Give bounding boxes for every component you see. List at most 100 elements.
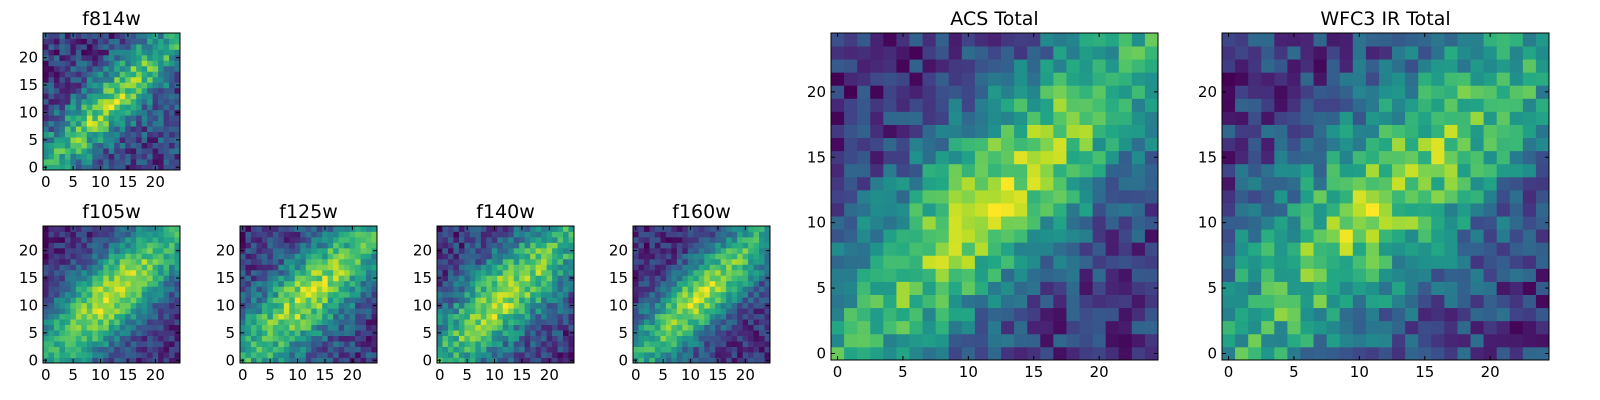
heatmap-cell <box>97 324 104 331</box>
heatmap-cell <box>922 203 937 217</box>
x-tick-label: 20 <box>146 366 165 384</box>
heatmap-cell <box>687 341 694 347</box>
heatmap-cell <box>294 236 301 243</box>
heatmap-cell <box>125 313 132 320</box>
heatmap-cell <box>742 269 749 276</box>
heatmap-cell <box>371 264 378 271</box>
heatmap-cell <box>1066 281 1080 295</box>
heatmap-cell <box>987 307 1002 322</box>
heatmap-cell <box>316 242 323 249</box>
heatmap-cell <box>1457 59 1471 73</box>
heatmap-cell <box>682 258 689 265</box>
heatmap-cell <box>1431 281 1445 295</box>
heatmap-cell <box>169 291 175 298</box>
heatmap-cell <box>753 357 760 364</box>
heatmap-cell <box>86 269 93 276</box>
heatmap-cell <box>1365 59 1380 73</box>
heatmap-cell <box>1378 320 1393 335</box>
heatmap-cell <box>469 275 476 282</box>
heatmap-cell <box>43 153 49 160</box>
heatmap-cell <box>1222 59 1236 73</box>
heatmap-cell <box>283 302 290 309</box>
heatmap-cell <box>737 346 743 353</box>
heatmap-cell <box>502 330 509 336</box>
heatmap-cell <box>1352 242 1367 256</box>
heatmap-cell <box>1378 189 1393 204</box>
heatmap-cell <box>371 341 378 347</box>
heatmap-cell <box>480 346 487 353</box>
heatmap-cell <box>366 357 372 364</box>
heatmap-cell <box>256 302 263 309</box>
heatmap-cell <box>502 242 509 249</box>
heatmap-cell <box>1092 163 1107 178</box>
heatmap-cell <box>447 253 454 260</box>
heatmap-cell <box>152 142 159 149</box>
heatmap-cell <box>563 308 569 315</box>
heatmap-cell <box>92 247 99 254</box>
heatmap-cell <box>338 247 345 254</box>
heatmap-cell <box>1483 124 1498 139</box>
heatmap-cell <box>158 226 164 232</box>
heatmap-cell <box>1496 59 1511 73</box>
heatmap-cell <box>1222 46 1236 60</box>
heatmap-cell <box>633 308 639 315</box>
heatmap-cell <box>114 38 121 45</box>
heatmap-cell <box>169 137 175 143</box>
heatmap-cell <box>486 231 493 238</box>
heatmap-cell <box>508 357 515 364</box>
heatmap-cell <box>311 226 318 232</box>
heatmap-cell <box>316 280 323 287</box>
heatmap-cell <box>1105 33 1120 47</box>
heatmap-cell <box>261 253 268 260</box>
heatmap-cell <box>152 65 159 72</box>
heatmap-cell <box>1444 72 1458 86</box>
heatmap-cell <box>158 38 164 45</box>
heatmap-cell <box>1105 255 1120 269</box>
heatmap-cell <box>437 253 443 260</box>
heatmap-cell <box>731 330 738 336</box>
heatmap-cell <box>1105 203 1120 217</box>
heatmap-cell <box>1066 111 1080 125</box>
heatmap-cell <box>643 275 650 282</box>
heatmap-cell <box>316 253 323 260</box>
heatmap-cell <box>289 280 296 287</box>
heatmap-cell <box>726 341 733 347</box>
heatmap-cell <box>1144 242 1159 256</box>
heatmap-cell <box>1248 124 1262 139</box>
heatmap-cell <box>704 357 711 364</box>
heatmap-cell <box>1431 163 1445 178</box>
heatmap-cell <box>1352 137 1367 152</box>
y-tick-label: 15 <box>807 148 826 166</box>
heatmap-cell <box>174 308 181 315</box>
heatmap-cell <box>486 297 493 304</box>
heatmap-cell <box>469 253 476 260</box>
heatmap-cell <box>557 286 564 293</box>
heatmap-cell <box>1457 294 1471 309</box>
heatmap-cell <box>480 280 487 287</box>
heatmap-cell <box>1053 150 1067 165</box>
heatmap-cell <box>92 153 99 160</box>
heatmap-cell <box>141 226 148 232</box>
heatmap-cell <box>698 269 705 276</box>
heatmap-cell <box>1392 333 1406 348</box>
heatmap-cell <box>305 264 312 271</box>
heatmap-cell <box>1365 46 1380 60</box>
heatmap-cell <box>665 357 672 364</box>
heatmap-cell <box>552 319 558 326</box>
heatmap-cell <box>557 280 564 287</box>
heatmap-cell <box>458 269 465 276</box>
heatmap-cell <box>322 275 329 282</box>
heatmap-cell <box>158 341 164 347</box>
heatmap-cell <box>147 60 153 67</box>
heatmap-cell <box>909 281 923 295</box>
heatmap-cell <box>174 142 181 149</box>
heatmap-cell <box>256 346 263 353</box>
heatmap-cell <box>1118 72 1133 86</box>
heatmap-cell <box>169 226 175 232</box>
heatmap-cell <box>103 131 110 138</box>
heatmap-cell <box>513 341 520 347</box>
heatmap-cell <box>524 269 531 276</box>
heatmap-cell <box>1300 346 1314 361</box>
heatmap-cell <box>1535 294 1550 309</box>
heatmap-cell <box>59 137 66 143</box>
